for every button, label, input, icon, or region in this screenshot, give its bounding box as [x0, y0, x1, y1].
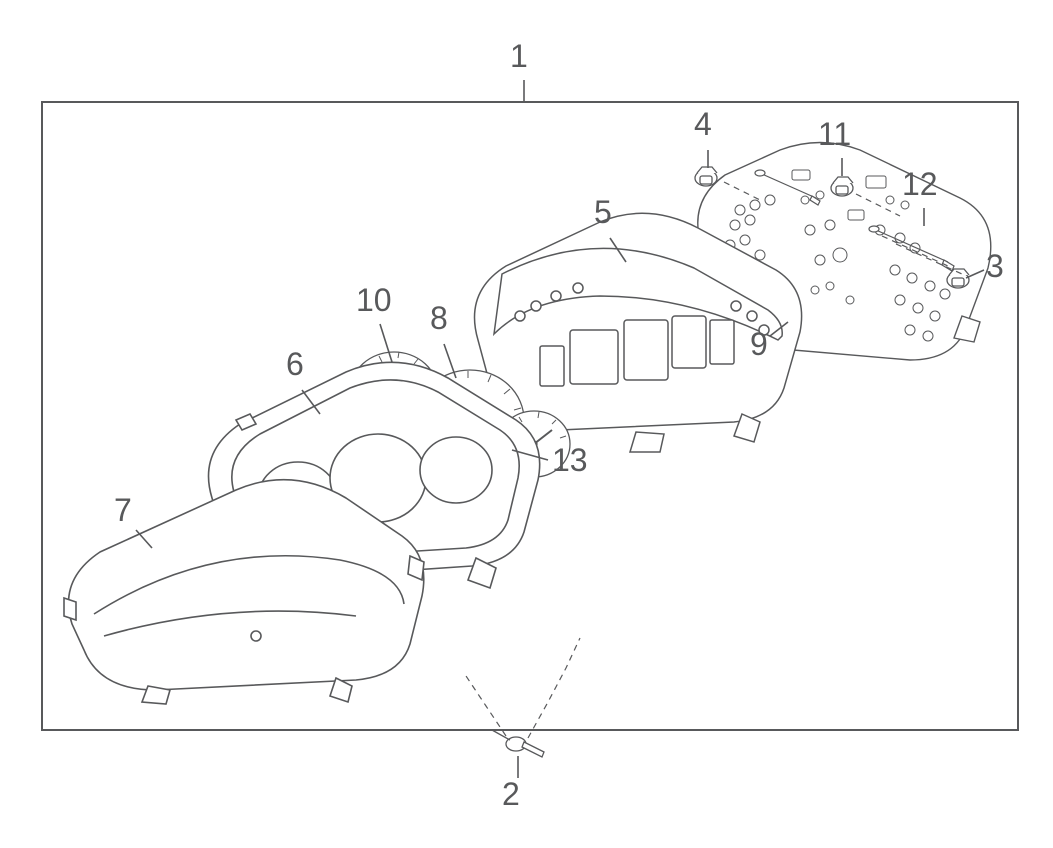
callout-8: 8 — [430, 302, 448, 334]
callout-13: 13 — [552, 444, 588, 476]
callout-4: 4 — [694, 108, 712, 140]
callout-1: 1 — [510, 40, 528, 72]
callout-9: 9 — [750, 328, 768, 360]
callout-2: 2 — [502, 778, 520, 810]
callout-11: 11 — [818, 118, 851, 150]
callout-7: 7 — [114, 494, 132, 526]
diagram-svg — [0, 0, 1053, 848]
callout-12: 12 — [902, 168, 938, 200]
mount-screw — [492, 730, 544, 757]
diagram-canvas: 1 2 3 4 5 6 7 8 9 10 11 12 13 — [0, 0, 1053, 848]
callout-6: 6 — [286, 348, 304, 380]
bulb-socket-a — [695, 167, 717, 186]
callout-5: 5 — [594, 196, 612, 228]
callout-10: 10 — [356, 284, 392, 316]
callout-3: 3 — [986, 250, 1004, 282]
